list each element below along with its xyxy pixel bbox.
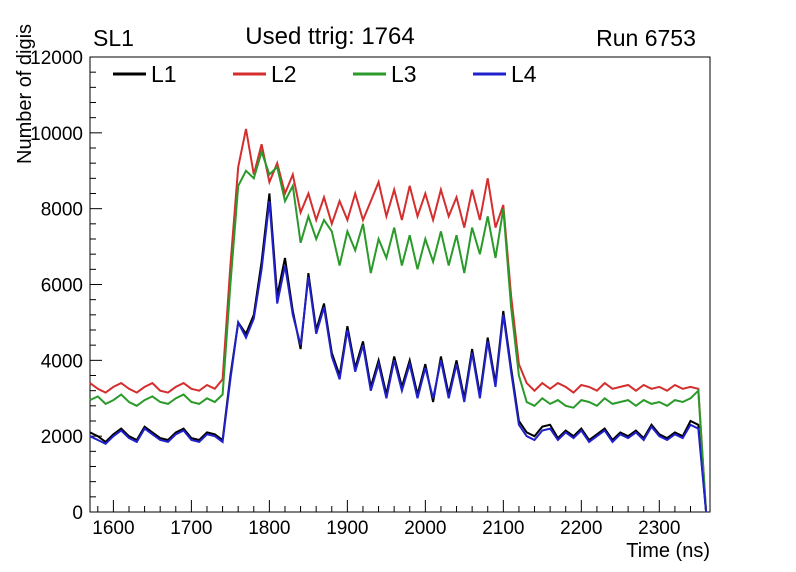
y-axis: 0 2000 4000 6000 8000 10000 12000 xyxy=(30,48,102,524)
y-tick-label: 6000 xyxy=(41,276,83,297)
legend: L1 L2 L3 L4 xyxy=(113,61,537,87)
plot-frame xyxy=(89,56,711,513)
y-tick-label: 2000 xyxy=(41,427,83,448)
x-tick-label: 2000 xyxy=(404,518,446,539)
legend-label-l1: L1 xyxy=(151,61,177,87)
superlayer-label: SL1 xyxy=(93,25,134,51)
x-axis-title: Time (ns) xyxy=(626,540,710,562)
x-tick-label: 1600 xyxy=(92,518,134,539)
y-axis-title: Number of digis xyxy=(14,23,36,164)
run-label: Run 6753 xyxy=(596,25,696,51)
y-tick-label: 8000 xyxy=(41,200,83,221)
series-line-l3 xyxy=(89,148,708,513)
legend-label-l4: L4 xyxy=(511,61,537,87)
series-line-l2 xyxy=(89,128,708,513)
y-tick-label: 4000 xyxy=(41,351,83,372)
y-tick-label: 10000 xyxy=(30,124,83,145)
x-tick-label: 2100 xyxy=(482,518,524,539)
y-tick-label: 0 xyxy=(72,503,83,524)
legend-label-l2: L2 xyxy=(271,61,297,87)
x-tick-label: 1700 xyxy=(170,518,212,539)
series-line-l4 xyxy=(89,200,708,513)
x-tick-label: 2300 xyxy=(638,518,680,539)
x-tick-label: 2200 xyxy=(560,518,602,539)
x-axis: 1600 1700 1800 1900 2000 2100 2200 2300 xyxy=(92,500,707,539)
series-line-l1 xyxy=(89,193,708,513)
x-tick-label: 1900 xyxy=(326,518,368,539)
plot-title: Used ttrig: 1764 xyxy=(245,23,415,50)
y-tick-label: 12000 xyxy=(30,48,83,69)
legend-label-l3: L3 xyxy=(391,61,417,87)
x-tick-label: 1800 xyxy=(248,518,290,539)
series-lines xyxy=(89,128,708,513)
